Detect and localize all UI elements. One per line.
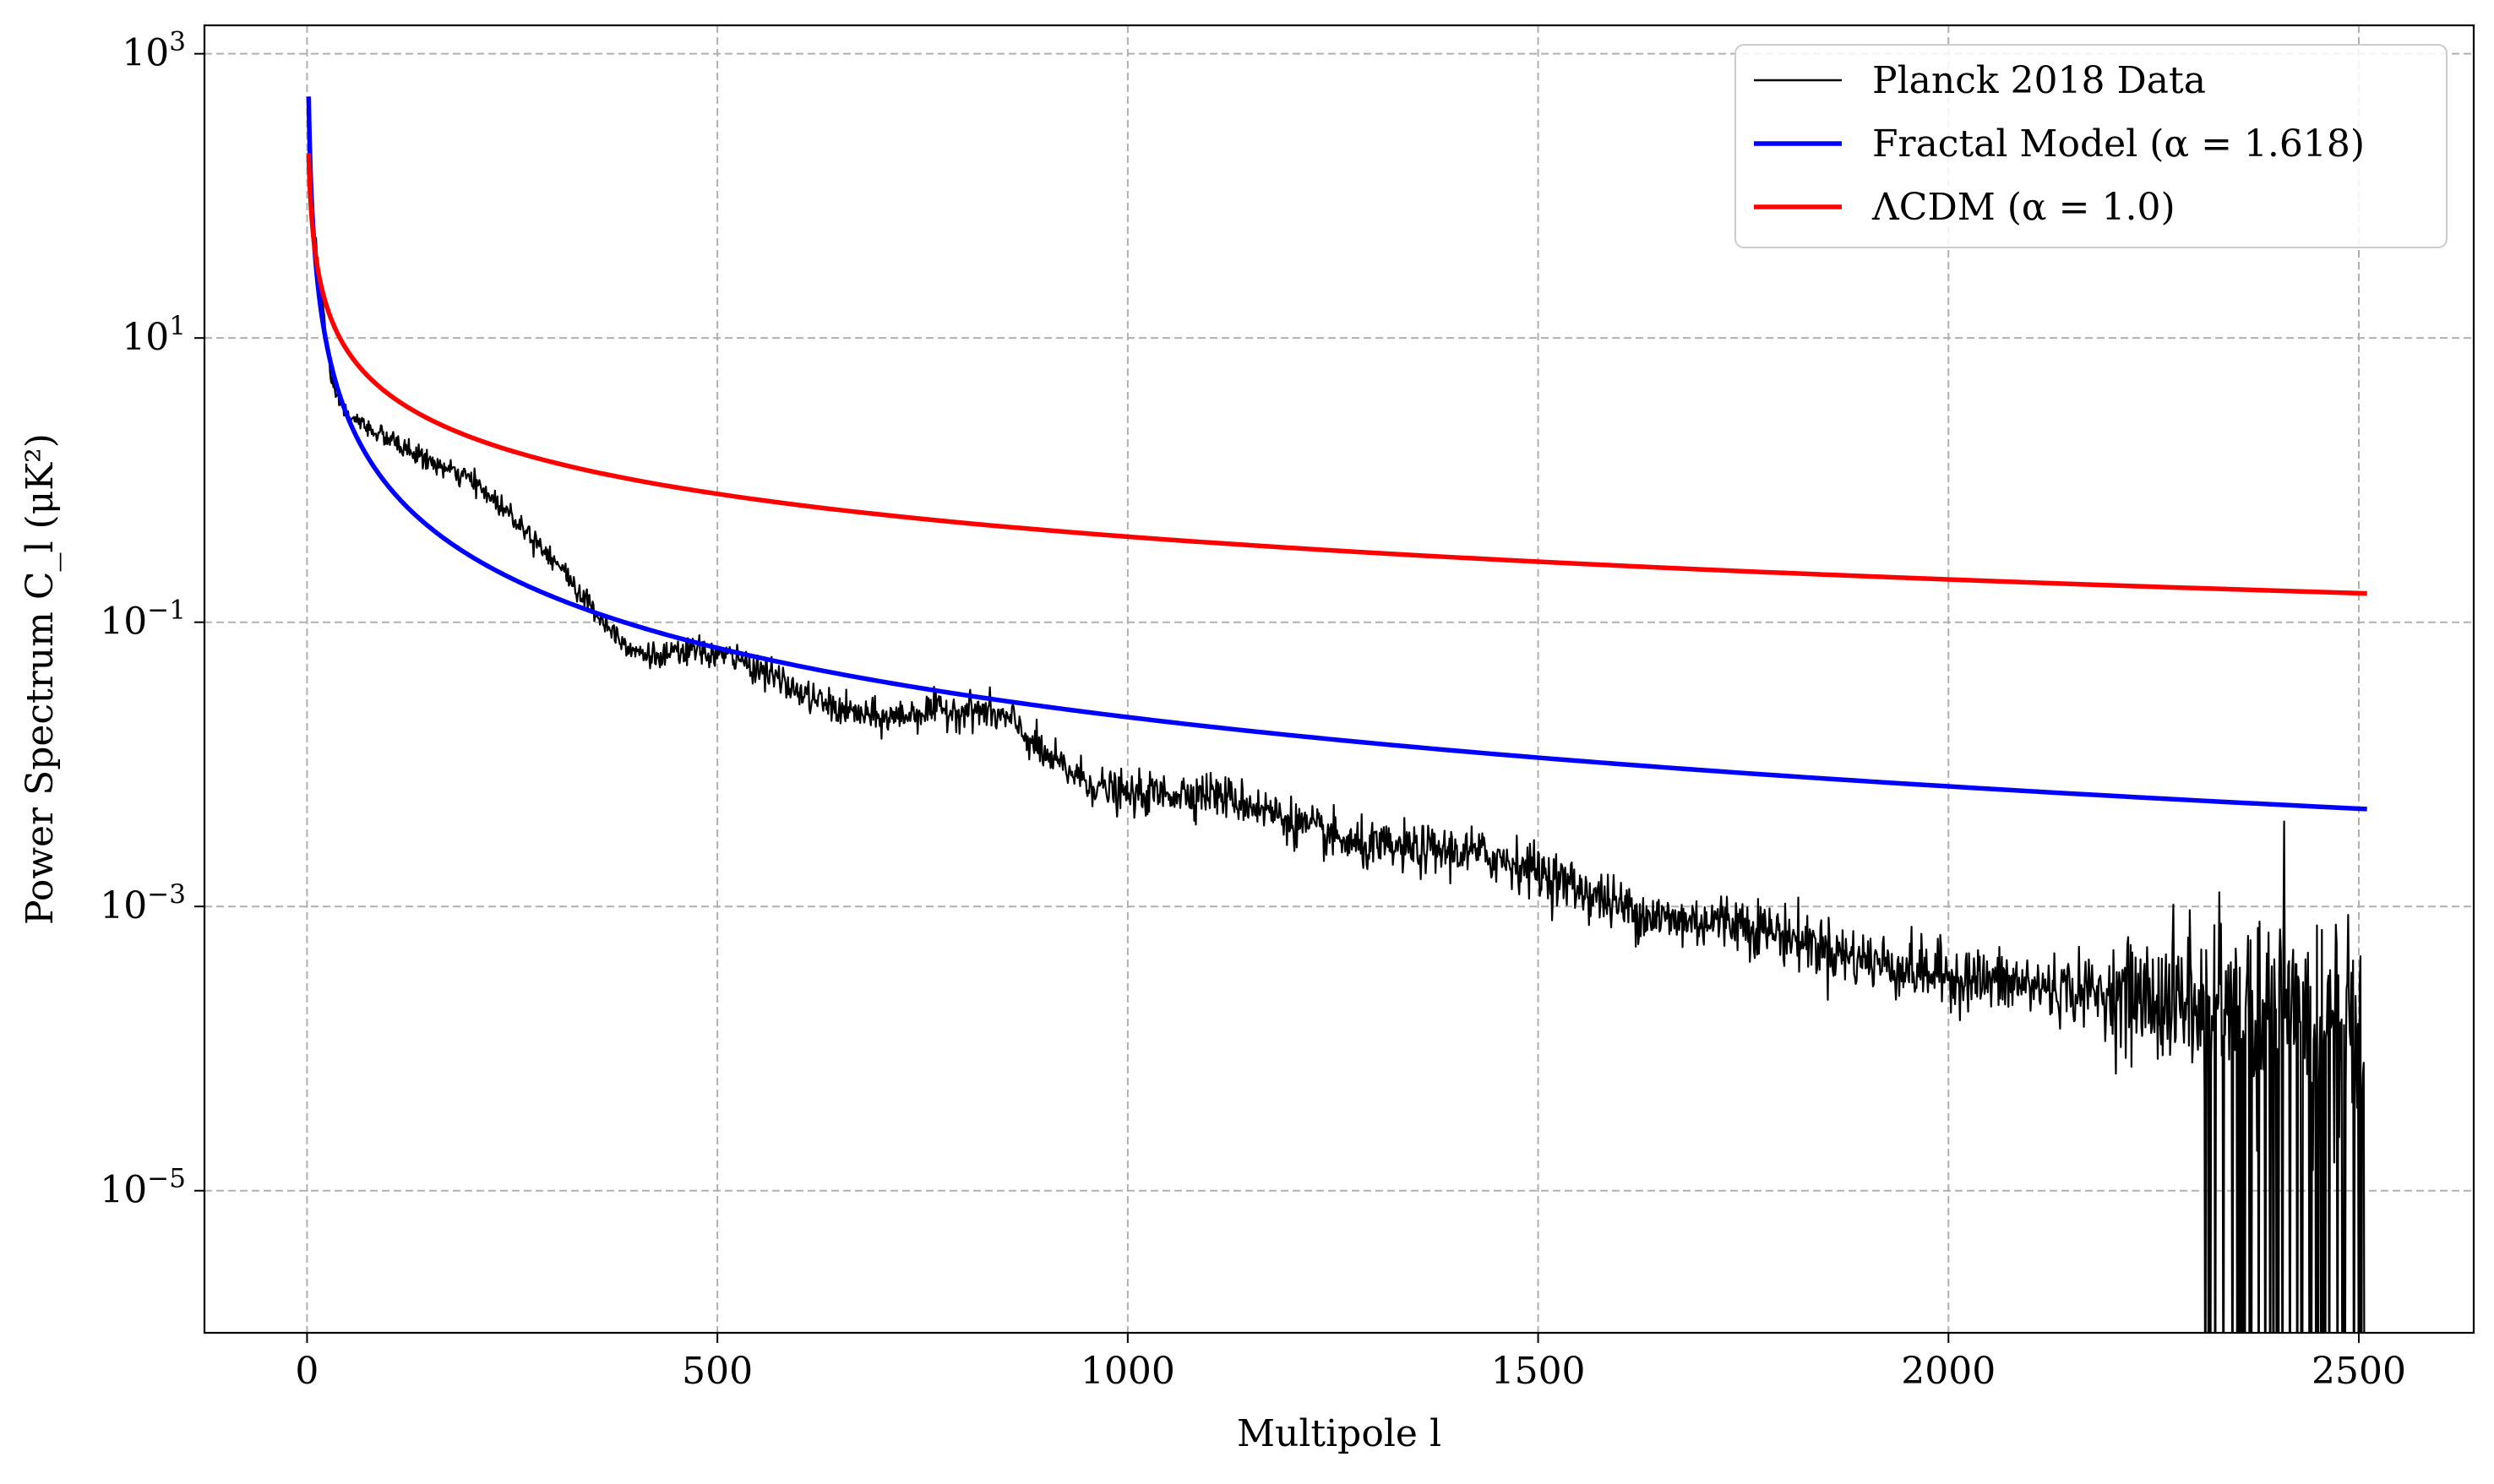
legend: Planck 2018 Data Fractal Model (α = 1.61… (1734, 44, 2448, 248)
x-axis-label: Multipole l (1237, 1412, 1441, 1455)
plot-area-frame (203, 24, 2475, 1335)
legend-label-lcdm: ΛCDM (α = 1.0) (1871, 186, 2175, 229)
y-tick-label: 10−1 (100, 595, 186, 644)
x-tick-label: 1500 (1491, 1350, 1586, 1393)
series-line-planck-data (308, 155, 2366, 1333)
y-axis-label: Power Spectrum C_l (μK²) (19, 433, 62, 925)
series-line-lcdm (306, 151, 2367, 596)
x-tick-label: 0 (295, 1350, 319, 1393)
x-tick-label: 2000 (1901, 1350, 1996, 1393)
y-tick-label: 101 (122, 311, 186, 359)
y-tick-label: 103 (122, 27, 186, 75)
legend-box (1734, 44, 2448, 248)
y-tick-label: 10−3 (100, 879, 186, 927)
legend-label-fractal: Fractal Model (α = 1.618) (1872, 122, 2365, 166)
x-tick-label: 1000 (1081, 1350, 1175, 1393)
y-tick-label: 10−5 (100, 1164, 186, 1212)
x-tick-label: 500 (682, 1350, 753, 1393)
x-tick-label: 2500 (2312, 1350, 2406, 1393)
axis-ticks: 0 500 1000 1500 2000 2500 103 101 10−1 10−3 10−5 (100, 27, 2406, 1393)
series-layer (306, 95, 2367, 1333)
legend-label-planck: Planck 2018 Data (1872, 59, 2206, 102)
